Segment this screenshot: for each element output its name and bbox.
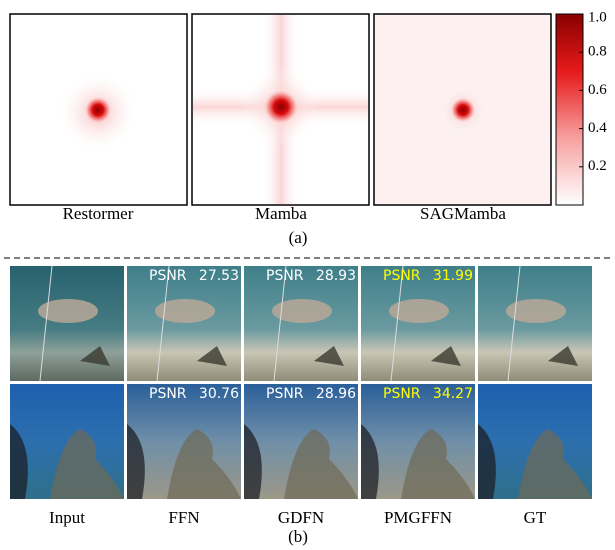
photo-subject [548, 346, 578, 366]
photo-subject [284, 429, 358, 499]
tick-label: 0.8 [588, 44, 607, 60]
heatmap-label: Restormer [63, 204, 134, 223]
photo-subject [39, 265, 53, 382]
photo-subject [273, 265, 287, 382]
metric-label: PSNR [266, 386, 304, 402]
photo-subject [50, 429, 124, 499]
photo-subject [389, 299, 449, 323]
photo-subject [127, 424, 145, 499]
photo-subject [390, 265, 404, 382]
heatmap-label: Mamba [255, 204, 307, 223]
metric-label: PSNR [383, 268, 421, 284]
metric-value: 27.53 [199, 268, 239, 284]
metric-value: 28.96 [316, 386, 356, 402]
tick-label: 0.2 [588, 158, 607, 174]
heatmap [9, 13, 188, 206]
tick-label: 1.0 [588, 9, 607, 25]
tick-label: 0.4 [588, 120, 607, 136]
photo-subject [272, 299, 332, 323]
photo-subject [401, 429, 475, 499]
photo-subject [155, 299, 215, 323]
photo-subject [478, 424, 496, 499]
column-label: PMGFFN [384, 508, 452, 527]
metric-label: PSNR [149, 268, 187, 284]
photo-subject [518, 429, 592, 499]
metric-value: 34.27 [433, 386, 473, 402]
photo-subject [167, 429, 241, 499]
photo-subject [156, 265, 170, 382]
metric-label: PSNR [149, 386, 187, 402]
metric-value: 28.93 [316, 268, 356, 284]
metric-value: 30.76 [199, 386, 239, 402]
photo-subject [197, 346, 227, 366]
metric-label: PSNR [266, 268, 304, 284]
photo-subject [314, 346, 344, 366]
column-label: GT [524, 508, 547, 527]
caption: (a) [289, 228, 308, 247]
photo-subject [507, 265, 521, 382]
photo-subject [431, 346, 461, 366]
column-label: GDFN [278, 508, 324, 527]
tick-label: 0.6 [588, 82, 607, 98]
heatmap [373, 13, 552, 206]
colorbar [555, 13, 584, 206]
photo-subject [80, 346, 110, 366]
photo-subject [506, 299, 566, 323]
caption: (b) [288, 527, 308, 546]
column-label: FFN [168, 508, 199, 527]
metric-label: PSNR [383, 386, 421, 402]
heatmap [191, 13, 370, 206]
photo-subject [38, 299, 98, 323]
column-label: Input [49, 508, 85, 527]
photo-subject [361, 424, 379, 499]
heatmap-label: SAGMamba [420, 204, 506, 223]
photo-subject [244, 424, 262, 499]
metric-value: 31.99 [433, 268, 473, 284]
photo-subject [10, 424, 28, 499]
